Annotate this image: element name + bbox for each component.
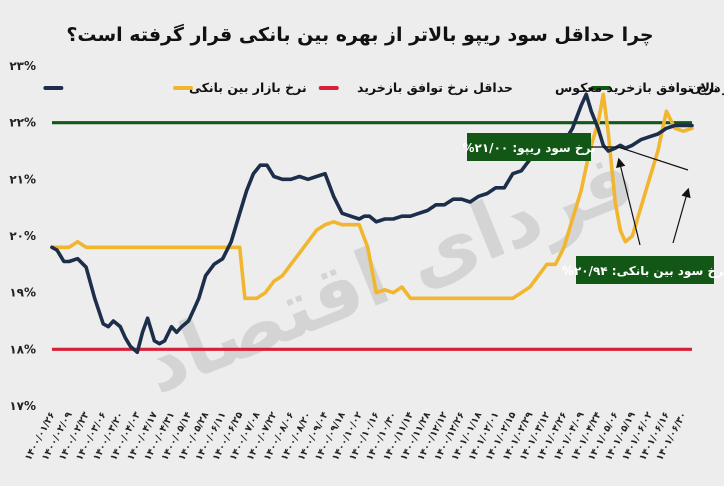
series-line: [50, 92, 694, 354]
legend-label: نرخ بازار بین بانکی: [189, 80, 307, 95]
callout-label: نرخ سود بین بانکی: ۲۰/۹۴%: [562, 264, 724, 279]
y-tick-label: ۱۷%: [9, 399, 36, 413]
series-lines: [50, 92, 694, 354]
y-tick-label: ۲۰%: [9, 229, 36, 243]
y-axis-ticks: ۱۷% ۱۸% ۱۹% ۲۰% ۲۱% ۲۲% ۲۳%: [9, 59, 36, 413]
y-tick-label: ۲۱%: [9, 172, 36, 186]
legend-label: سقف دالان: [690, 80, 724, 95]
y-tick-label: ۱۹%: [9, 286, 36, 300]
callout-box: [576, 256, 714, 284]
series-line: [50, 92, 694, 301]
reference-lines: [52, 121, 692, 351]
legend: سقف دالانحداکثر نرخ توافق بازخرید معکوس ح…: [43, 80, 724, 95]
callouts: نرخ سود ریپو: ۲۱/۰۰% نرخ سود بین بانکی: ۲…: [463, 133, 724, 284]
legend-label: حداکثر نرخ توافق بازخرید معکوس: [555, 80, 724, 95]
callout-label: نرخ سود ریپو: ۲۱/۰۰%: [463, 141, 596, 156]
callout-arrow: [672, 187, 691, 244]
chart-title: چرا حداقل سود ریپو بالاتر از بهره بین با…: [66, 24, 654, 46]
x-axis-ticks: ۱۴۰۰/۰۱/۲۶۱۴۰۰/۰۲/۰۹۱۴۰۰/۰۲/۲۳۱۴۰۰/۰۳/۰۶…: [23, 410, 689, 462]
y-tick-label: ۲۲%: [9, 116, 36, 130]
y-tick-label: ۱۸%: [9, 342, 36, 356]
y-tick-label: ۲۳%: [9, 59, 36, 73]
legend-label: حداقل نرخ توافق بازخرید: [357, 80, 513, 95]
callout-box: [467, 133, 591, 161]
callout-arrow: [616, 157, 641, 246]
callout-leader: [617, 146, 689, 171]
